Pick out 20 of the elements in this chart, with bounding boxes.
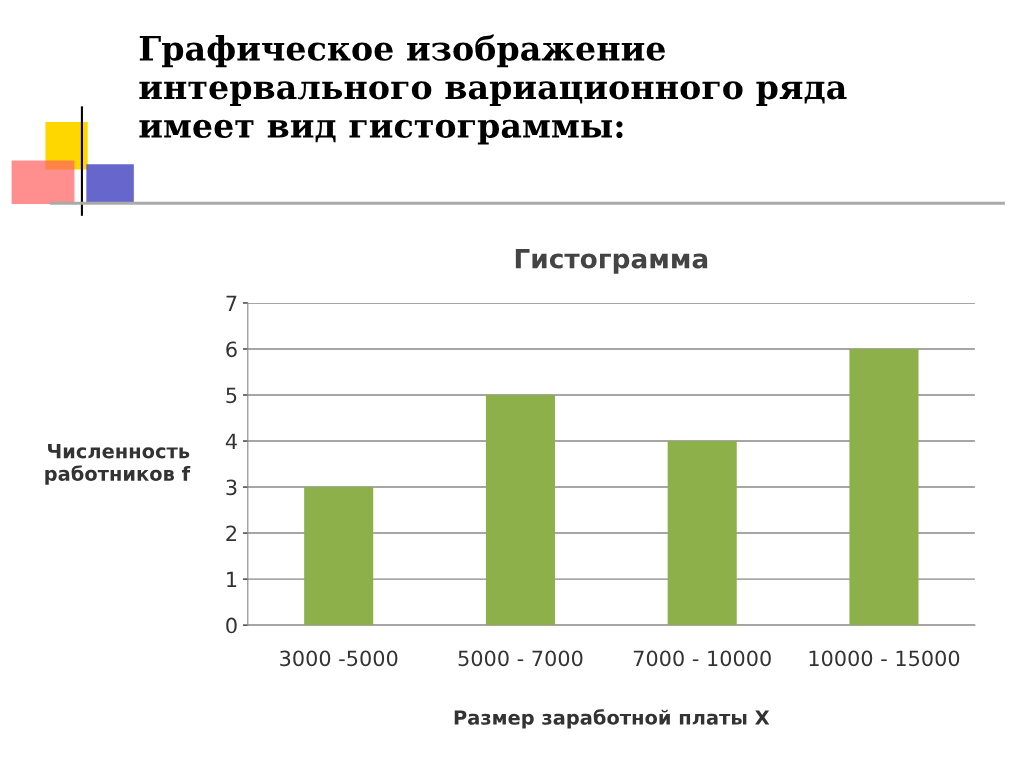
text: Графическое изображение интервального вариационного ряда имеет вид гистограммы: bbox=[139, 34, 847, 145]
y-tick-label: 2 bbox=[226, 525, 236, 541]
x-tick-label: 5000 - 7000 bbox=[458, 650, 583, 667]
chart-title: Гистограмма bbox=[515, 249, 708, 274]
bar bbox=[667, 441, 737, 626]
bar bbox=[304, 487, 374, 626]
y-tick-label: 6 bbox=[226, 341, 237, 358]
y-tick-label: 0 bbox=[226, 617, 237, 634]
bar bbox=[849, 348, 919, 626]
bar bbox=[485, 395, 555, 626]
y-tick-label: 4 bbox=[225, 433, 237, 449]
x-tick-label: 3000 -5000 bbox=[280, 650, 398, 667]
x-axis-title: Размер заработной платы X bbox=[454, 709, 770, 729]
y-axis-title: Численность работников f bbox=[45, 443, 191, 485]
y-tick-label: 7 bbox=[226, 295, 237, 311]
y-tick-label: 5 bbox=[226, 387, 237, 404]
x-tick-label: 10000 - 15000 bbox=[809, 650, 960, 667]
x-tick-label: 7000 - 10000 bbox=[633, 650, 771, 667]
y-tick-label: 1 bbox=[227, 571, 237, 587]
y-tick-label: 3 bbox=[226, 479, 237, 496]
